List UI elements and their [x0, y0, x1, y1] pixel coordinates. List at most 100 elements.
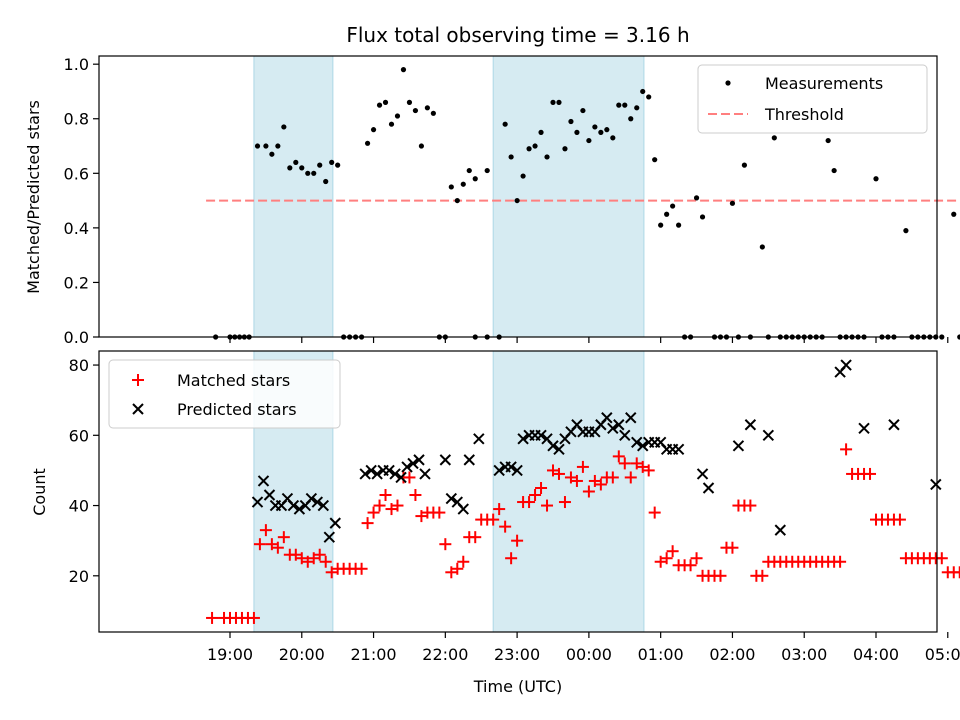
measurement-point [658, 222, 664, 228]
matched-star-point [313, 548, 326, 561]
predicted-star-point [257, 475, 270, 487]
matched-star-point [648, 506, 661, 519]
top-x-ticks [229, 337, 949, 343]
top-y-tick-label: 1.0 [64, 55, 89, 74]
measurement-point [771, 135, 777, 141]
top-y-tick-label: 0.8 [64, 110, 89, 129]
measurement-point [287, 165, 293, 171]
matched-star-point [409, 489, 422, 502]
x-tick-label: 00:00 [566, 645, 612, 664]
bottom-x-ticks: 19:00 20:00 21:00 22:00 23:00 00:00 01:00 02:00… [207, 632, 960, 664]
measurement-point [616, 102, 622, 108]
predicted-star-point [365, 464, 377, 477]
x-tick-label: 22:00 [422, 645, 468, 664]
predicted-star-point [457, 503, 469, 515]
predicted-star-point [287, 499, 300, 512]
predicted-star-point [439, 454, 452, 466]
measurement-point [598, 129, 604, 135]
bottom-y-tick-label: 60 [69, 426, 89, 445]
measurement-point [484, 167, 490, 174]
measurement-point [586, 137, 592, 144]
measurement-point [580, 107, 586, 114]
predicted-star-point [732, 440, 745, 452]
measurement-point [329, 159, 335, 165]
matched-star-point [277, 531, 290, 544]
matched-star-point [523, 496, 536, 509]
predicted-star-point [317, 499, 330, 512]
matched-star-point [840, 443, 853, 456]
legend-measurements-marker [725, 80, 731, 86]
top-legend: Measurements Threshold [697, 64, 928, 134]
measurement-point [364, 140, 371, 146]
predicted-star-point [535, 429, 547, 442]
matched-star-point [253, 538, 266, 551]
measurement-point [825, 137, 831, 144]
top-y-axis-label: Matched/Predicted stars [24, 100, 43, 294]
matched-star-point [618, 457, 631, 470]
matched-star-point [355, 562, 368, 575]
predicted-star-point [407, 457, 419, 470]
predicted-star-point [762, 429, 775, 442]
measurement-point [568, 118, 574, 125]
measurement-point [269, 151, 275, 157]
measurement-point [592, 124, 598, 130]
matched-star-point [541, 499, 554, 512]
measurement-point [622, 102, 628, 108]
measurement-point [640, 88, 646, 95]
measurement-points [213, 67, 960, 340]
measurement-point [532, 143, 538, 149]
shaded-region [253, 55, 334, 338]
matched-star-point [684, 559, 697, 572]
predicted-star-point [383, 464, 395, 477]
measurement-point [466, 167, 472, 174]
bottom-y-axis-label: Count [30, 468, 49, 516]
measurement-point [652, 157, 658, 163]
predicted-star-point [311, 496, 324, 508]
matched-star-point [624, 471, 637, 484]
matched-star-point [594, 478, 607, 491]
predicted-star-point [359, 468, 371, 480]
bottom-y-tick-label: 40 [69, 497, 89, 516]
shaded-region [492, 350, 645, 633]
legend-matched-marker [132, 374, 144, 386]
matched-star-point [319, 555, 332, 568]
predicted-star-point [744, 419, 757, 431]
predicted-star-point [613, 419, 625, 431]
measurement-point [430, 110, 436, 116]
legend-matched-label: Matched stars [177, 371, 290, 390]
predicted-star-point [413, 454, 425, 466]
legend-predicted-label: Predicted stars [177, 400, 297, 419]
measurement-point [502, 121, 508, 127]
bottom-panel: 20 40 60 80 19:00 20:00 21:00 22:00 23:00 00:00 0… [30, 350, 960, 696]
measurement-point [448, 184, 454, 190]
predicted-star-point [445, 492, 458, 505]
measurement-point [388, 121, 395, 127]
x-tick-label: 03:00 [781, 645, 827, 664]
measurement-point [520, 173, 526, 179]
measurement-point [538, 129, 544, 135]
matched-star-point [379, 489, 392, 502]
measurement-point [562, 146, 568, 152]
matched-star-point [271, 541, 284, 554]
measurement-point [664, 211, 670, 217]
measurement-point [831, 167, 837, 174]
measurement-point [574, 129, 580, 135]
measurement-point [646, 94, 652, 100]
measurement-point [418, 143, 425, 149]
matched-star-point [552, 467, 565, 480]
predicted-star-point [293, 503, 306, 515]
matched-star-point [247, 611, 260, 624]
predicted-star-point [637, 440, 649, 452]
x-tick-label: 19:00 [207, 645, 253, 664]
matched-star-point [457, 555, 470, 568]
bottom-y-tick-label: 80 [69, 356, 89, 375]
top-panel: 0.0 0.2 0.4 0.6 0.8 1.0 Matched/Predicted sta… [24, 55, 960, 347]
matched-star-point [439, 538, 452, 551]
bottom-legend: Matched stars Predicted stars [108, 359, 341, 429]
predicted-star-point [263, 489, 276, 501]
matched-star-point [744, 499, 757, 512]
x-tick-label: 01:00 [638, 645, 684, 664]
matched-star-point [558, 496, 571, 509]
predicted-star-point [601, 412, 613, 424]
